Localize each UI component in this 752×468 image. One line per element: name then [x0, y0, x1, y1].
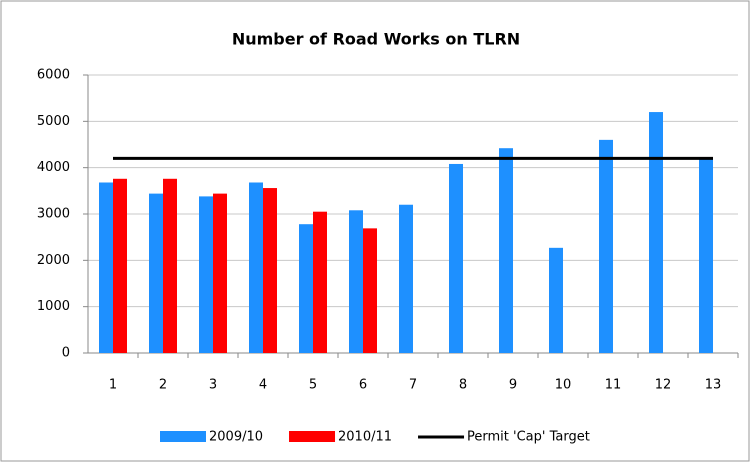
x-tick-label: 5 — [309, 378, 317, 393]
bar — [449, 163, 463, 353]
y-tick-label: 1000 — [37, 299, 70, 314]
bar — [213, 193, 227, 353]
legend-label: 2009/10 — [209, 430, 263, 445]
x-tick-label: 8 — [459, 378, 467, 393]
bar — [363, 228, 377, 353]
bar — [349, 210, 363, 353]
bar — [299, 224, 313, 353]
y-tick-label: 5000 — [37, 114, 70, 129]
x-tick-label: 11 — [605, 378, 622, 393]
bar — [99, 182, 113, 353]
y-tick-label: 4000 — [37, 160, 70, 175]
y-tick-label: 3000 — [37, 207, 70, 222]
bar — [163, 178, 177, 353]
y-tick-label: 2000 — [37, 253, 70, 268]
bar — [263, 188, 277, 353]
bar — [599, 139, 613, 353]
x-tick-label: 13 — [705, 378, 722, 393]
legend-swatch — [289, 431, 336, 442]
x-tick-label: 2 — [159, 378, 167, 393]
bar — [313, 211, 327, 353]
bar — [249, 182, 263, 353]
chart-title: Number of Road Works on TLRN — [232, 30, 520, 49]
x-tick-label: 10 — [555, 378, 572, 393]
x-tick-label: 6 — [359, 378, 367, 393]
x-tick-label: 3 — [209, 378, 217, 393]
bar — [549, 247, 563, 353]
x-tick-label: 12 — [655, 378, 672, 393]
bar — [699, 158, 713, 353]
legend-swatch — [160, 431, 206, 442]
legend-label: 2010/11 — [338, 430, 392, 445]
bar — [149, 193, 163, 353]
x-tick-label: 7 — [409, 378, 417, 393]
x-tick-label: 9 — [509, 378, 517, 393]
bar — [499, 148, 513, 353]
y-tick-label: 0 — [62, 346, 70, 361]
x-tick-label: 1 — [109, 378, 117, 393]
bar — [199, 196, 213, 353]
y-tick-label: 6000 — [37, 68, 70, 83]
bar — [649, 112, 663, 353]
bar — [113, 178, 127, 353]
x-tick-label: 4 — [259, 378, 267, 393]
legend-label: Permit 'Cap' Target — [467, 430, 590, 445]
bar — [399, 204, 413, 353]
